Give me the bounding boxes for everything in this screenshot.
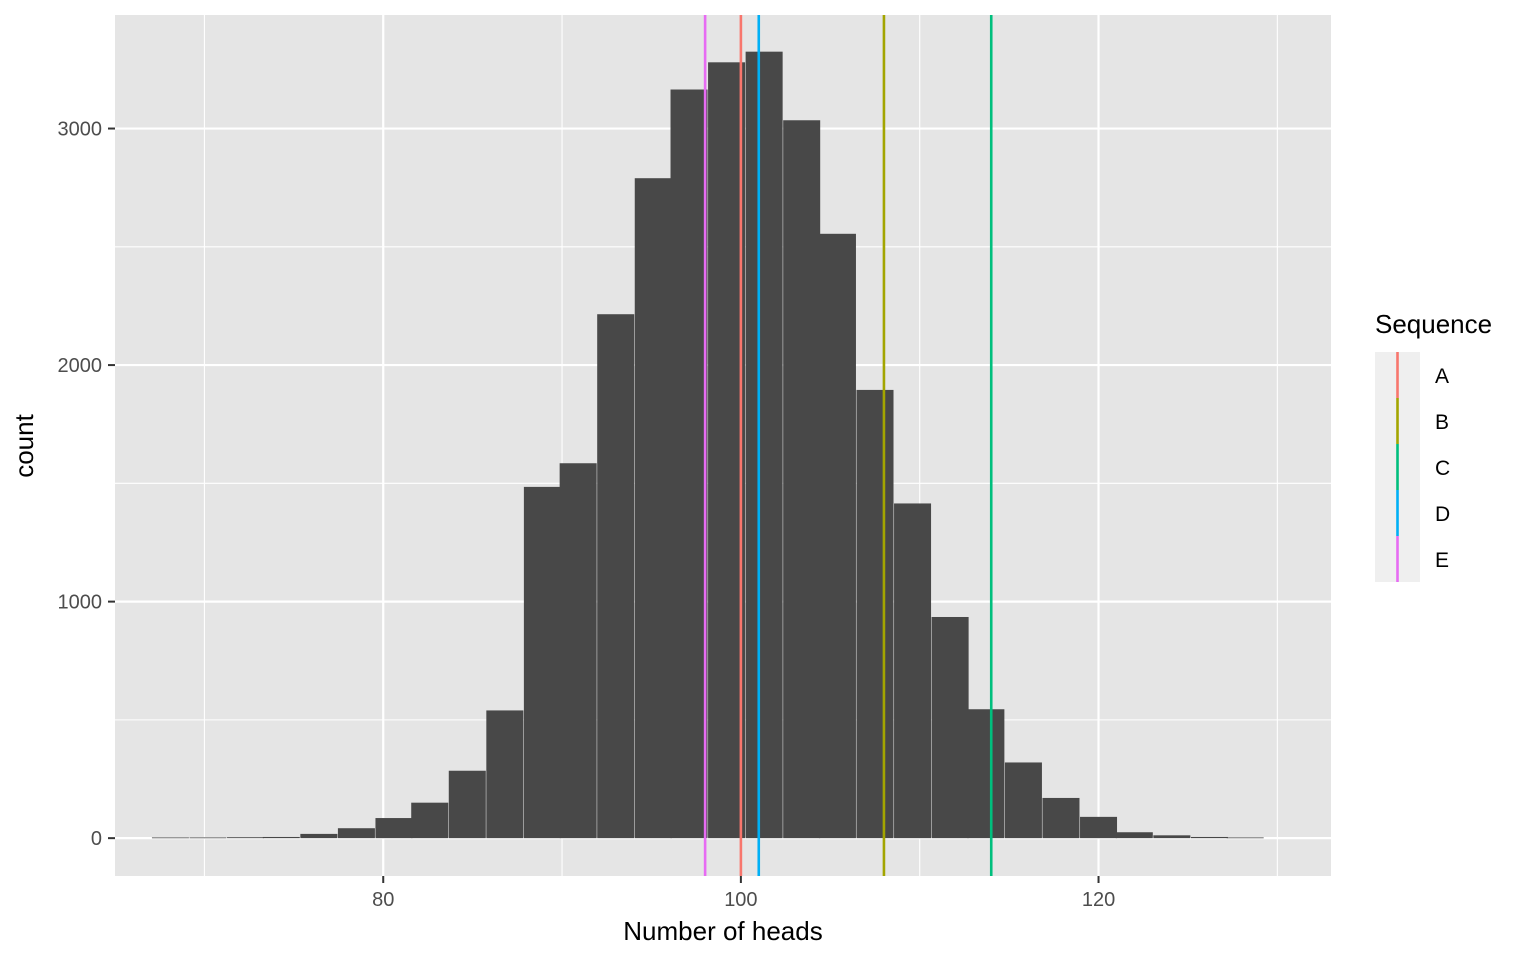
legend-label-d: D xyxy=(1435,503,1450,526)
histogram-bar xyxy=(227,837,265,839)
y-tick-label: 0 xyxy=(91,828,102,850)
histogram-bar xyxy=(708,62,746,839)
histogram-bar xyxy=(375,818,413,839)
x-tick-label: 100 xyxy=(724,889,757,911)
histogram-bar xyxy=(300,833,338,839)
y-axis-title: count xyxy=(9,413,39,477)
legend-label-b: B xyxy=(1435,411,1449,434)
histogram-bar xyxy=(151,837,189,839)
legend-title: Sequence xyxy=(1375,309,1492,339)
histogram-bar xyxy=(1004,762,1042,839)
histogram-bar xyxy=(189,837,227,839)
histogram-bars xyxy=(151,51,1264,839)
histogram-bar xyxy=(337,828,375,839)
x-tick-label: 120 xyxy=(1082,889,1115,911)
histogram-bar xyxy=(894,503,932,839)
histogram-bar xyxy=(670,89,708,839)
histogram-bar xyxy=(931,616,969,839)
x-axis-title: Number of heads xyxy=(623,916,822,946)
histogram-bar xyxy=(411,802,449,839)
histogram-bar xyxy=(559,463,597,839)
legend-label-c: C xyxy=(1435,457,1450,480)
legend-label-a: A xyxy=(1435,365,1449,388)
histogram-bar xyxy=(818,233,856,839)
legend-label-e: E xyxy=(1435,549,1449,572)
histogram-bar xyxy=(783,120,821,839)
histogram-bar xyxy=(1115,832,1153,839)
y-tick-label: 2000 xyxy=(58,355,103,377)
histogram-bar xyxy=(262,836,300,839)
sequence-reference-lines xyxy=(703,15,993,876)
histogram-bar xyxy=(1226,837,1264,839)
histogram-bar xyxy=(1190,836,1228,839)
histogram-bar xyxy=(745,51,783,839)
histogram-bar xyxy=(523,486,561,839)
histogram-bar xyxy=(448,770,486,839)
histogram-bar xyxy=(634,178,672,839)
histogram-bar xyxy=(1153,835,1191,839)
histogram-bar xyxy=(597,314,635,839)
x-tick-label: 80 xyxy=(372,889,394,911)
histogram-bar xyxy=(1042,797,1080,839)
y-axis: 0 1000 2000 3000 xyxy=(58,119,115,850)
x-axis: 80 100 120 xyxy=(372,876,1115,911)
histogram-bar xyxy=(967,709,1005,839)
y-tick-label: 1000 xyxy=(58,592,103,614)
histogram-bar xyxy=(856,389,894,839)
histogram-bar xyxy=(486,710,524,839)
y-tick-label: 3000 xyxy=(58,119,103,141)
histogram-bar xyxy=(1080,816,1118,839)
